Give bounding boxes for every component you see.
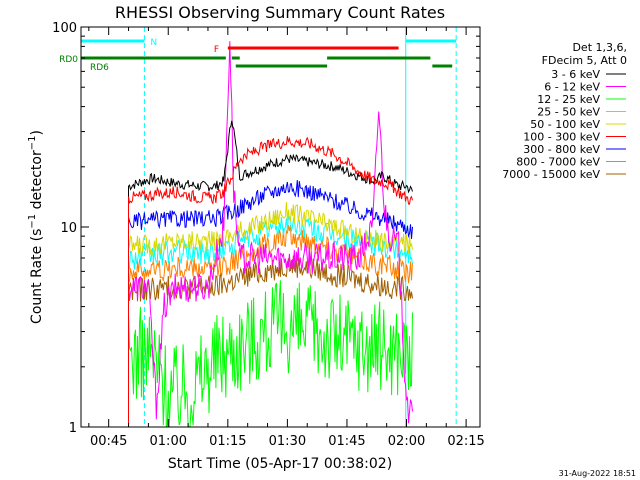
legend-label-6: 300 - 800 keV xyxy=(523,143,600,156)
series-line-2 xyxy=(128,280,413,428)
axes-layer: 00:45 01:00 01:15 01:30 01:45 02:00 02:15 1 10 10… xyxy=(52,21,485,449)
chart-title: RHESSI Observing Summary Count Rates xyxy=(115,3,445,22)
x-tick-label: 01:00 xyxy=(150,434,187,449)
y-axis-label: Count Rate (s−1 detector−1) xyxy=(27,130,45,324)
x-tick-label: 00:45 xyxy=(90,434,127,449)
legend-label-4: 50 - 100 keV xyxy=(530,118,600,131)
legend-label-1: 6 - 12 keV xyxy=(544,81,600,94)
x-tick-label: 02:15 xyxy=(447,434,484,449)
flag-label-rd6: RD6 xyxy=(90,63,109,73)
y-axis-label-part: ) xyxy=(29,130,45,135)
legend-header-detectors: Det 1,3,6, xyxy=(572,41,627,54)
flag-label-n: N xyxy=(150,38,157,48)
x-tick-label: 02:00 xyxy=(388,434,425,449)
y-tick-label: 10 xyxy=(60,221,77,236)
series-line-6 xyxy=(128,180,413,427)
y-tick-label: 1 xyxy=(69,421,77,436)
legend-label-2: 12 - 25 keV xyxy=(537,93,600,106)
legend-label-3: 25 - 50 keV xyxy=(537,106,600,119)
footer-date: 31-Aug-2022 18:51 xyxy=(559,469,636,478)
x-tick-label: 01:15 xyxy=(209,434,246,449)
flags-layer: N F RD0 RD6 xyxy=(59,38,457,73)
series-line-0 xyxy=(128,120,413,427)
y-axis-label-part: detector xyxy=(29,150,45,214)
legend-label-5: 100 - 300 keV xyxy=(523,131,600,144)
y-tick-label: 100 xyxy=(52,21,77,36)
series-line-8 xyxy=(128,255,413,427)
legend-label-8: 7000 - 15000 keV xyxy=(502,168,600,181)
series-line-1 xyxy=(128,41,413,427)
x-axis-label: Start Time (05-Apr-17 00:38:02) xyxy=(168,456,392,472)
flag-label-f: F xyxy=(214,45,219,55)
flag-label-rd0: RD0 xyxy=(59,55,78,65)
x-tick-label: 01:45 xyxy=(328,434,365,449)
legend-label-7: 800 - 7000 keV xyxy=(516,156,600,169)
y-axis-label-superscript: −1 xyxy=(27,136,38,151)
y-axis-label-part: Count Rate (s xyxy=(29,229,45,324)
legend-label-0: 3 - 6 keV xyxy=(551,68,600,81)
series-line-5 xyxy=(128,136,413,427)
x-tick-label: 01:30 xyxy=(269,434,306,449)
series-layer xyxy=(80,27,457,428)
legend-header-decimation: FDecim 5, Att 0 xyxy=(542,54,627,67)
y-axis-label-superscript: −1 xyxy=(27,214,38,229)
